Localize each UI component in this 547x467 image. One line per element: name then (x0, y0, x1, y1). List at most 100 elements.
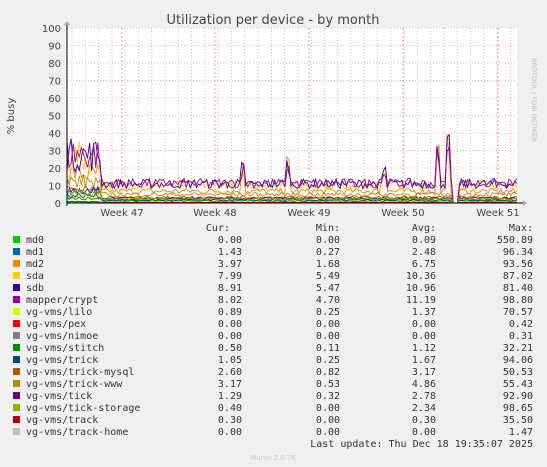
legend-header-min: Min: (316, 223, 340, 234)
legend-cur: 1.43 (218, 247, 242, 258)
legend-cur: 8.91 (218, 283, 242, 294)
legend-name: vg-vms/lilo (26, 307, 92, 318)
legend-cur: 1.29 (218, 391, 242, 402)
legend-avg: 1.37 (412, 307, 436, 318)
legend-avg: 4.86 (412, 379, 436, 390)
legend-swatch (13, 380, 20, 387)
x-ticks: Week 47 Week 48 Week 49 Week 50 Week 51 (100, 208, 519, 219)
series-line-4 (66, 133, 518, 204)
legend-min: 0.53 (316, 379, 340, 390)
grid (67, 27, 517, 203)
legend-name: md0 (26, 235, 44, 246)
legend-avg: 2.48 (412, 247, 436, 258)
y-axis-label: % busy (6, 98, 17, 135)
legend-name: vg-vms/tick-storage (26, 403, 140, 414)
legend-max: 55.43 (503, 379, 533, 390)
y-tick-label: 70 (48, 77, 61, 88)
legend-max: 81.40 (503, 283, 533, 294)
legend-min: 0.11 (316, 343, 340, 354)
x-tick-label: Week 51 (476, 208, 519, 219)
legend-name: vg-vms/trick (26, 355, 98, 366)
legend-swatch (13, 236, 20, 243)
legend-min: 0.00 (316, 415, 340, 426)
legend-min: 1.68 (316, 259, 340, 270)
legend-name: vg-vms/stitch (26, 343, 104, 354)
legend-min: 0.00 (316, 319, 340, 330)
series-line-2 (66, 134, 518, 204)
legend-avg: 0.30 (412, 415, 436, 426)
y-tick-label: 40 (48, 129, 61, 140)
x-tick-label: Week 48 (193, 208, 236, 219)
legend-cur: 0.00 (218, 427, 242, 438)
legend-swatch (13, 296, 20, 303)
y-tick-label: 100 (42, 24, 61, 35)
y-tick-label: 60 (48, 94, 61, 105)
legend-cur: 1.05 (218, 355, 242, 366)
legend-min: 0.27 (316, 247, 340, 258)
series-line-5 (66, 140, 518, 204)
legend-max: 96.34 (503, 247, 533, 258)
legend-cur: 0.89 (218, 307, 242, 318)
legend-avg: 10.96 (406, 283, 436, 294)
legend-min: 0.00 (316, 403, 340, 414)
legend-min: 0.00 (316, 427, 340, 438)
legend-name: vg-vms/trick-www (26, 379, 123, 390)
legend-swatch (13, 356, 20, 363)
legend-min: 0.00 (316, 331, 340, 342)
legend-swatch (13, 320, 20, 327)
legend-name: vg-vms/track-home (26, 427, 128, 438)
legend-min: 5.49 (316, 271, 340, 282)
legend-swatch (13, 404, 20, 411)
legend-min: 0.25 (316, 307, 340, 318)
legend-avg: 1.67 (412, 355, 436, 366)
y-axis-arrow (64, 21, 70, 25)
legend-swatch (13, 344, 20, 351)
legend-avg: 0.00 (412, 319, 436, 330)
y-ticks: 0 10 20 30 40 50 60 70 80 90 100 (42, 24, 61, 210)
legend-swatch (13, 272, 20, 279)
legend-cur: 0.00 (218, 235, 242, 246)
y-tick-label: 0 (55, 199, 61, 210)
legend-avg: 10.36 (406, 271, 436, 282)
legend-swatch (13, 248, 20, 255)
legend-name: sdb (26, 283, 44, 294)
legend-name: vg-vms/track (26, 415, 98, 426)
legend-max: 94.06 (503, 355, 533, 366)
legend-cur: 2.60 (218, 367, 242, 378)
munin-footer: Munin 2.0.76 (250, 454, 296, 462)
legend-max: 87.02 (503, 271, 533, 282)
legend-min: 0.00 (316, 235, 340, 246)
series-line-12 (66, 174, 518, 204)
legend-avg: 1.12 (412, 343, 436, 354)
legend-min: 5.47 (316, 283, 340, 294)
legend-max: 0.42 (509, 319, 533, 330)
legend-min: 0.32 (316, 391, 340, 402)
legend-name: mapper/crypt (26, 295, 98, 306)
legend-avg: 0.00 (412, 427, 436, 438)
chart-title: Utilization per device - by month (167, 13, 380, 28)
series-line-3 (66, 137, 518, 204)
legend-swatch (13, 284, 20, 291)
legend-cur: 8.02 (218, 295, 242, 306)
legend-avg: 3.17 (412, 367, 436, 378)
legend-name: md2 (26, 259, 44, 270)
legend-max: 70.57 (503, 307, 533, 318)
legend-avg: 11.19 (406, 295, 436, 306)
legend-name: vg-vms/pex (26, 319, 86, 330)
legend-max: 35.50 (503, 415, 533, 426)
series-lines (66, 133, 518, 204)
legend-cur: 0.40 (218, 403, 242, 414)
y-tick-label: 20 (48, 164, 61, 175)
series-line-14 (66, 187, 518, 204)
y-tick-label: 90 (48, 42, 61, 53)
legend-cur: 0.50 (218, 343, 242, 354)
legend-max: 50.53 (503, 367, 533, 378)
x-tick-label: Week 47 (100, 208, 143, 219)
y-tick-label: 80 (48, 59, 61, 70)
legend-swatch (13, 392, 20, 399)
legend-cur: 0.00 (218, 319, 242, 330)
legend-min: 0.82 (316, 367, 340, 378)
legend-avg: 6.75 (412, 259, 436, 270)
legend-cur: 3.17 (218, 379, 242, 390)
